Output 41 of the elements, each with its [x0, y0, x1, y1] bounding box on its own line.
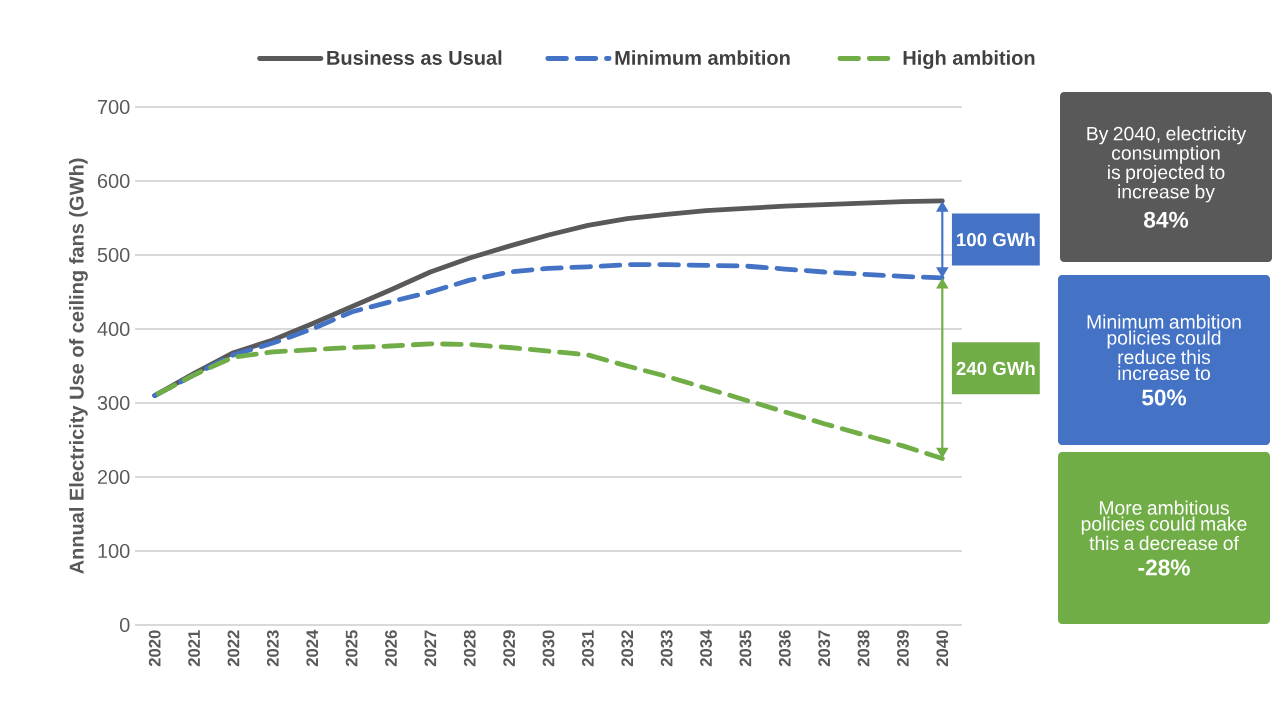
- x-tick-label: 2026: [385, 630, 397, 667]
- text: More ambitious policies could make this a decrease of: [1081, 500, 1247, 551]
- text: 50%: [1142, 389, 1187, 406]
- x-tick-label: 2040: [936, 630, 949, 667]
- x-tick-label: 2028: [463, 630, 476, 667]
- y-tick-label: 200: [97, 469, 130, 485]
- x-tick-label: 2033: [660, 630, 673, 667]
- text: Minimum ambition policies could reduce this increase to: [1087, 314, 1241, 381]
- text: -28%: [1138, 559, 1190, 576]
- y-tick-label: 500: [97, 247, 130, 263]
- x-tick-label: 2031: [581, 630, 594, 667]
- x-tick-label: 2020: [148, 630, 161, 667]
- legend-label: High ambition: [903, 50, 1035, 69]
- x-tick-label: 2035: [739, 630, 752, 667]
- x-tick-label: 2034: [700, 629, 712, 667]
- y-tick-label: 300: [97, 395, 130, 411]
- y-tick-label: 400: [97, 321, 130, 337]
- x-tick-label: 2038: [857, 630, 870, 667]
- text: 84%: [1144, 211, 1189, 228]
- y-tick-label: 700: [97, 99, 130, 115]
- x-tick-label: 2037: [818, 630, 831, 667]
- x-tick-label: 2036: [778, 630, 791, 667]
- x-tick-label: 2029: [503, 630, 516, 667]
- x-tick-label: 2025: [345, 630, 358, 667]
- x-tick-label: 2024: [306, 629, 319, 667]
- y-tick-label: 100: [98, 543, 130, 559]
- x-tick-label: 2021: [188, 630, 200, 667]
- y-tick-label: 0: [119, 617, 130, 633]
- y-tick-label: 600: [97, 173, 130, 189]
- legend-label: Minimum ambition: [615, 50, 790, 65]
- x-tick-label: 2022: [227, 630, 240, 667]
- text: By 2040, electricity consumption is projected to increase by: [1087, 126, 1247, 203]
- y-axis-title: Annual Electricity Use of ceiling fans (GWh): [69, 158, 88, 574]
- annotation: 240 GWh: [956, 361, 1035, 376]
- x-tick-label: 2030: [542, 630, 555, 667]
- x-tick-label: 2032: [621, 630, 634, 667]
- annotation: 100 GWh: [957, 232, 1035, 247]
- legend-label: Business as Usual: [327, 50, 502, 65]
- x-tick-label: 2027: [424, 630, 437, 667]
- x-tick-label: 2023: [266, 630, 279, 667]
- x-tick-label: 2039: [897, 630, 909, 667]
